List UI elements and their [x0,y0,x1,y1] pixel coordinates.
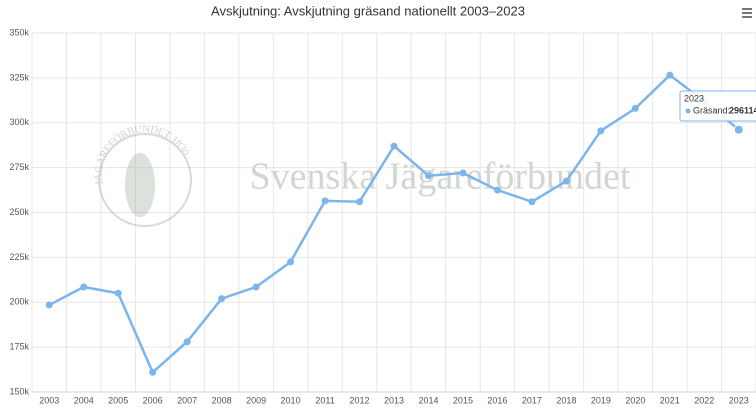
x-tick-label: 2006 [143,395,163,405]
x-tick-label: 2007 [177,395,197,405]
tooltip-box [679,90,756,122]
x-tick-label: 2004 [74,395,94,405]
data-point [356,198,364,206]
tooltip-label: Gräsand: [693,105,730,115]
y-tick-label: 200k [9,297,29,307]
x-tick-label: 2005 [108,395,128,405]
grid: 150k 175k 200k 225k 250k 275k 300k 325k 350k 2003… [9,27,756,405]
data-point [666,71,674,79]
x-tick-label: 2021 [660,395,680,405]
data-point [218,295,226,303]
x-tick-label: 2023 [729,395,749,405]
x-tick-label: 2019 [591,395,611,405]
data-point [493,186,501,194]
x-tick-label: 2003 [39,395,59,405]
tooltip: 2023 Gräsand: 296114 [679,90,756,122]
x-tick-label: 2015 [453,395,473,405]
x-tick-label: 2018 [556,395,576,405]
data-point [631,104,639,112]
y-tick-label: 225k [9,252,29,262]
tooltip-value: 296114 [729,105,756,115]
x-tick-label: 2014 [418,395,438,405]
x-tick-label: 2011 [315,395,334,405]
tooltip-header: 2023 [684,93,704,103]
data-point [287,258,295,266]
watermark-logo: JÄGAREFÖRBUNDET 1830 [92,123,192,227]
data-point [733,124,744,135]
x-tick-label: 2016 [487,395,507,405]
plot [45,71,744,376]
data-point [321,197,329,205]
y-tick-label: 325k [9,72,29,82]
data-point [114,289,122,297]
y-tick-label: 250k [9,207,29,217]
data-point [562,177,570,185]
data-point [252,283,260,291]
data-point [459,169,467,177]
x-tick-label: 2008 [212,395,232,405]
x-tick-label: 2009 [246,395,266,405]
x-tick-label: 2020 [625,395,645,405]
x-tick-label: 2013 [384,395,404,405]
watermark: Svenska Jägareförbundet [250,156,631,198]
y-tick-label: 350k [9,27,29,37]
data-point [390,142,398,150]
chart-title: Avskjutning: Avskjutning gräsand natione… [211,3,525,18]
series-line [48,73,740,375]
data-point [597,127,605,135]
data-point [183,338,191,346]
data-point [528,198,536,206]
x-tick-label: 2012 [350,395,370,405]
y-tick-label: 275k [9,162,29,172]
data-point [45,301,53,309]
data-point [424,172,432,180]
x-tick-label: 2017 [522,395,542,405]
data-point [80,283,88,291]
menu-icon[interactable] [742,8,752,18]
tooltip-marker [685,108,691,114]
y-tick-label: 175k [9,342,29,352]
y-tick-label: 150k [9,386,29,396]
y-tick-label: 300k [9,117,29,127]
x-tick-label: 2010 [281,395,301,405]
data-point [149,368,157,376]
x-tick-label: 2022 [694,395,714,405]
